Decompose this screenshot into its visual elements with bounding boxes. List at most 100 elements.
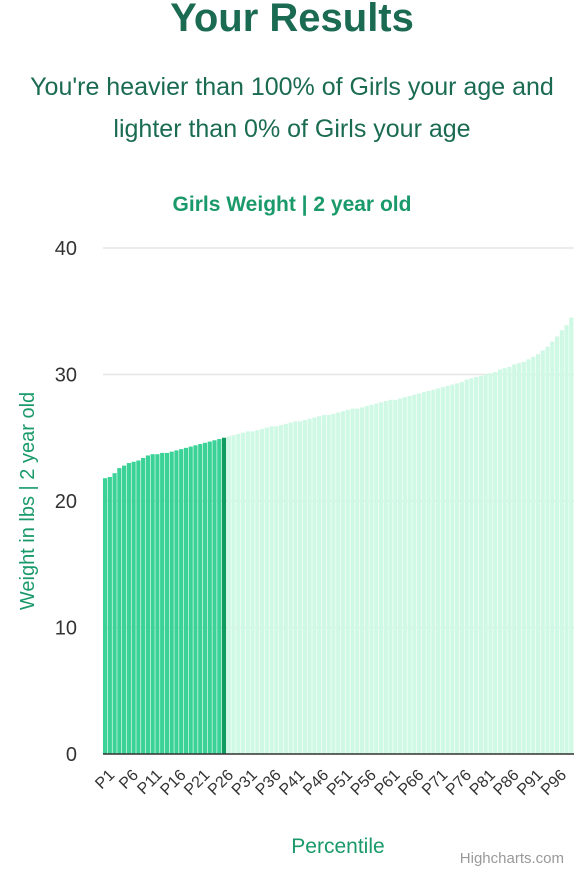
bar-p11[interactable] <box>150 454 155 754</box>
bar-p41[interactable] <box>293 421 298 754</box>
bar-p28[interactable] <box>231 435 236 754</box>
bar-p45[interactable] <box>312 417 317 754</box>
bar-p50[interactable] <box>336 412 341 754</box>
bar-p78[interactable] <box>469 378 474 754</box>
bar-p40[interactable] <box>288 422 293 754</box>
bar-p58[interactable] <box>374 403 379 754</box>
bar-p84[interactable] <box>497 369 503 754</box>
bar-p83[interactable] <box>493 371 498 754</box>
bar-p70[interactable] <box>431 389 436 754</box>
bar-p62[interactable] <box>393 399 398 754</box>
bar-p52[interactable] <box>345 409 350 754</box>
bar-p2[interactable] <box>107 476 112 754</box>
bar-p88[interactable] <box>516 363 522 754</box>
bar-p13[interactable] <box>160 452 165 754</box>
bar-p80[interactable] <box>478 375 484 754</box>
bar-p90[interactable] <box>526 359 531 754</box>
bar-p30[interactable] <box>240 432 246 754</box>
bar-p76[interactable] <box>459 382 464 754</box>
bar-p74[interactable] <box>450 384 455 754</box>
bar-p14[interactable] <box>164 452 170 754</box>
bar-p63[interactable] <box>397 398 403 754</box>
bar-p22[interactable] <box>202 442 208 754</box>
bar-p33[interactable] <box>255 430 260 754</box>
bar-p32[interactable] <box>250 431 255 754</box>
bar-p43[interactable] <box>302 420 307 754</box>
bar-p44[interactable] <box>307 418 312 754</box>
bar-p25[interactable] <box>217 439 222 754</box>
bar-p96[interactable] <box>554 336 560 754</box>
bar-p9[interactable] <box>141 457 146 754</box>
bar-p81[interactable] <box>483 374 488 755</box>
bar-p82[interactable] <box>488 373 493 754</box>
bar-p24[interactable] <box>212 440 217 754</box>
bar-p19[interactable] <box>188 446 193 754</box>
bar-p15[interactable] <box>169 451 174 754</box>
bar-p8[interactable] <box>136 460 141 754</box>
bar-p17[interactable] <box>179 449 184 754</box>
bar-p6[interactable] <box>126 463 131 754</box>
bar-p71[interactable] <box>436 388 441 754</box>
bar-p36[interactable] <box>269 426 274 754</box>
bar-p38[interactable] <box>279 425 284 754</box>
bar-p29[interactable] <box>236 433 241 754</box>
bar-p85[interactable] <box>502 368 507 754</box>
highcharts-credits[interactable]: Highcharts.com <box>459 850 564 867</box>
bar-p95[interactable] <box>550 341 555 754</box>
bar-p73[interactable] <box>445 385 450 754</box>
bar-p56[interactable] <box>364 406 369 755</box>
bar-p94[interactable] <box>545 346 550 754</box>
bar-p37[interactable] <box>274 426 279 754</box>
bar-p55[interactable] <box>359 407 365 754</box>
bar-p59[interactable] <box>378 402 384 754</box>
bar-p16[interactable] <box>174 450 179 754</box>
bar-p77[interactable] <box>464 379 469 754</box>
bar-p5[interactable] <box>122 465 127 754</box>
bar-p49[interactable] <box>331 413 336 754</box>
bar-p91[interactable] <box>531 356 536 754</box>
bar-p39[interactable] <box>283 423 288 754</box>
bar-p67[interactable] <box>417 393 422 754</box>
bar-p60[interactable] <box>383 401 388 754</box>
bar-p51[interactable] <box>340 411 346 754</box>
bar-p31[interactable] <box>245 431 250 754</box>
bar-p53[interactable] <box>350 408 355 754</box>
bar-p7[interactable] <box>131 461 136 754</box>
bar-p57[interactable] <box>369 404 374 754</box>
bar-p20[interactable] <box>193 445 198 754</box>
bar-p1[interactable] <box>103 478 108 754</box>
bar-p27[interactable] <box>226 436 231 754</box>
bar-p66[interactable] <box>412 394 417 754</box>
bar-p18[interactable] <box>183 447 189 754</box>
bar-p10[interactable] <box>145 455 150 754</box>
bar-p61[interactable] <box>388 399 393 754</box>
bar-p87[interactable] <box>512 364 517 754</box>
bar-p65[interactable] <box>407 396 412 754</box>
bar-p46[interactable] <box>317 416 322 754</box>
bar-p4[interactable] <box>117 468 122 754</box>
bar-p72[interactable] <box>440 387 445 754</box>
bar-p86[interactable] <box>507 366 512 754</box>
bar-p3[interactable] <box>112 473 117 754</box>
bar-p26[interactable] <box>221 437 227 754</box>
bar-p68[interactable] <box>421 392 426 754</box>
bar-p21[interactable] <box>198 444 203 754</box>
bar-p92[interactable] <box>535 354 541 754</box>
bar-p54[interactable] <box>355 408 360 754</box>
bar-p47[interactable] <box>321 414 327 754</box>
bar-p48[interactable] <box>326 414 331 754</box>
bar-p79[interactable] <box>474 377 479 754</box>
bar-p89[interactable] <box>521 361 526 754</box>
bar-p99[interactable] <box>569 317 574 754</box>
bar-p75[interactable] <box>455 383 460 754</box>
bar-p34[interactable] <box>260 428 265 754</box>
bar-p12[interactable] <box>155 454 160 754</box>
bar-p69[interactable] <box>426 390 431 754</box>
bar-p35[interactable] <box>264 427 269 754</box>
bar-p98[interactable] <box>564 325 569 754</box>
bar-p23[interactable] <box>207 441 212 754</box>
bar-p93[interactable] <box>540 350 545 754</box>
bar-p64[interactable] <box>402 397 407 754</box>
bar-p42[interactable] <box>298 421 303 754</box>
bar-p97[interactable] <box>559 330 564 754</box>
